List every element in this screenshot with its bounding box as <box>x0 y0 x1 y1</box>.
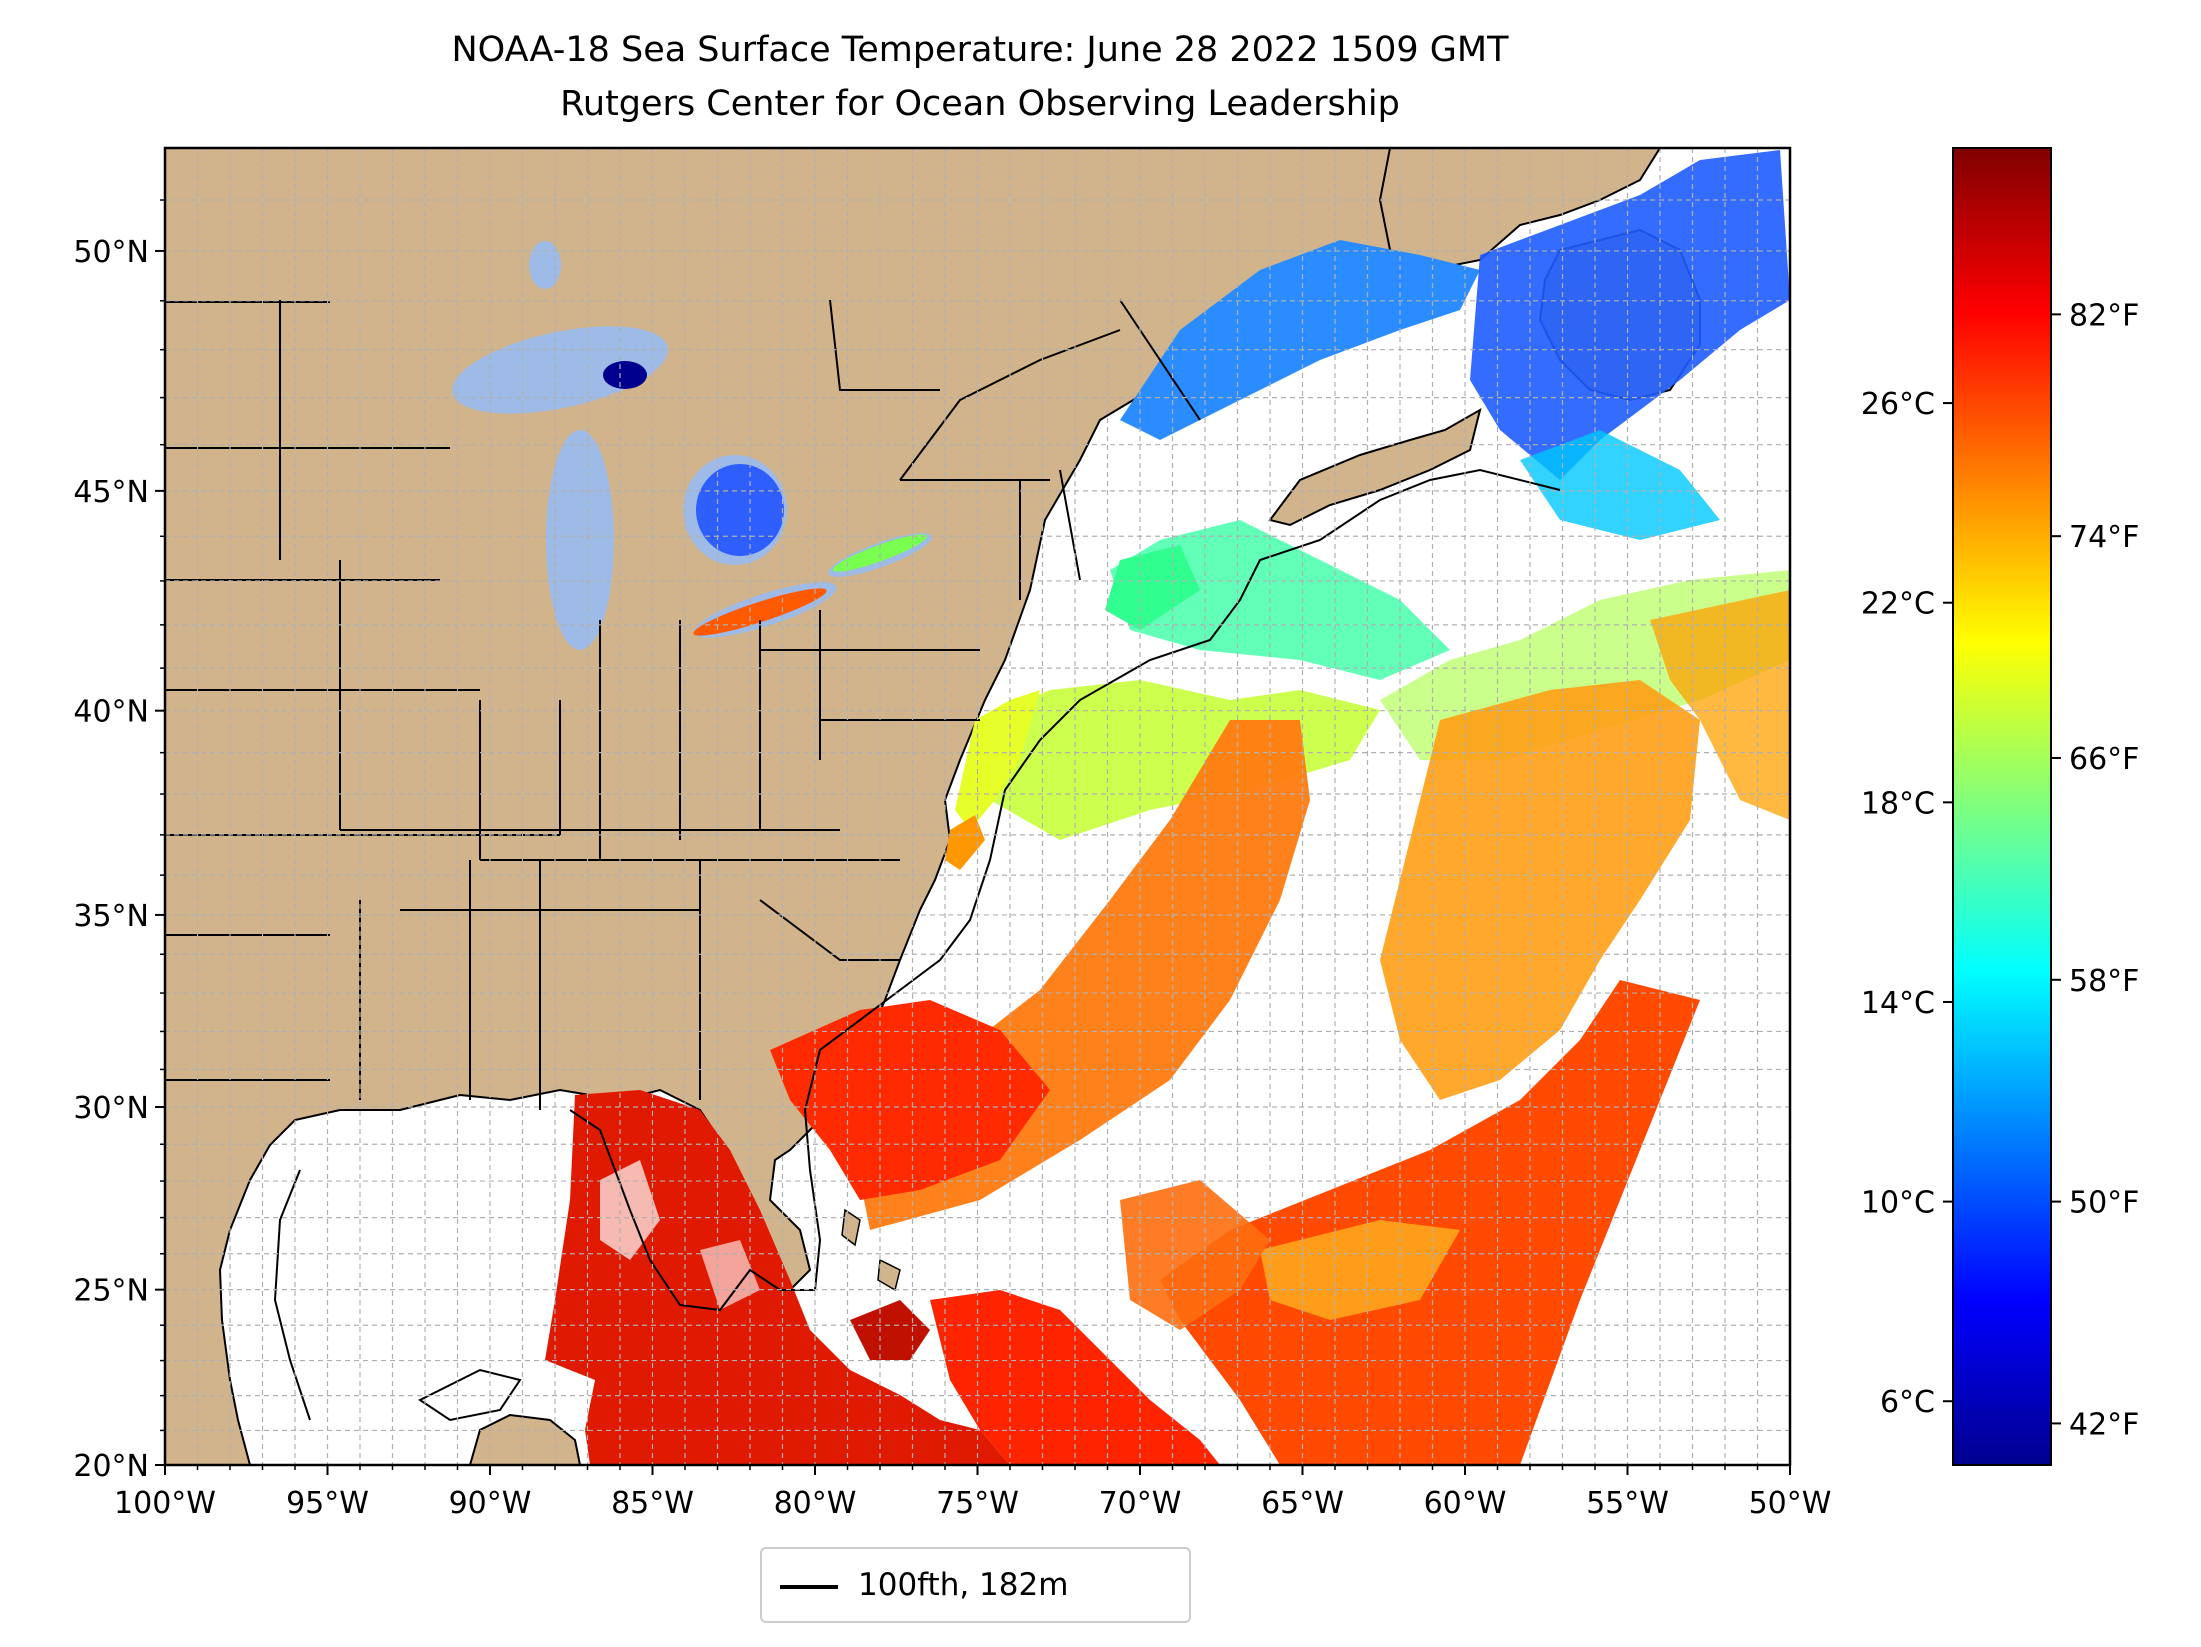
sst-gulf-caribbean <box>545 1090 1220 1465</box>
colorbar <box>1952 147 2052 1466</box>
celsius-tick-label: 18°C <box>1861 786 1935 821</box>
fahrenheit-tick-label: 66°F <box>2069 742 2139 777</box>
y-tick-label: 25°N <box>73 1274 149 1309</box>
x-tick-label: 85°W <box>611 1486 694 1521</box>
y-tick-label: 20°N <box>73 1449 149 1484</box>
colorbar-celsius-axis: 6°C 10°C 14°C 18°C 22°C 26°C <box>1861 387 1953 1420</box>
x-tick-label: 65°W <box>1261 1486 1344 1521</box>
x-tick-label: 50°W <box>1749 1486 1832 1521</box>
fahrenheit-tick-label: 50°F <box>2069 1186 2139 1221</box>
map-title: NOAA-18 Sea Surface Temperature: June 28… <box>451 30 1509 70</box>
y-tick-label: 30°N <box>73 1091 149 1126</box>
celsius-tick-label: 26°C <box>1861 387 1935 422</box>
fahrenheit-tick-label: 58°F <box>2069 964 2139 999</box>
x-tick-label: 75°W <box>936 1486 1019 1521</box>
map-subtitle: Rutgers Center for Ocean Observing Leade… <box>560 84 1400 124</box>
x-tick-label: 90°W <box>449 1486 532 1521</box>
celsius-tick-label: 6°C <box>1880 1385 1935 1420</box>
y-tick-label: 40°N <box>73 695 149 730</box>
x-tick-label: 60°W <box>1424 1486 1507 1521</box>
x-tick-label: 95°W <box>286 1486 369 1521</box>
state-borders <box>165 299 1201 1110</box>
legend: 100fth, 182m <box>760 1547 1191 1623</box>
x-tick-label: 55°W <box>1586 1486 1669 1521</box>
legend-line-swatch <box>780 1585 838 1589</box>
isobath-100fth <box>273 468 1561 1422</box>
celsius-tick-label: 14°C <box>1861 986 1935 1021</box>
y-axis: 20°N 25°N 30°N 35°N 40°N 45°N 50°N <box>73 199 165 1484</box>
graticule <box>165 148 1790 1465</box>
x-tick-label: 100°W <box>114 1486 216 1521</box>
map-area <box>165 148 1790 1465</box>
fahrenheit-tick-label: 74°F <box>2069 520 2139 555</box>
fahrenheit-tick-label: 82°F <box>2069 298 2139 333</box>
colorbar-fahrenheit-axis: 42°F 50°F 58°F 66°F 74°F 82°F <box>2051 298 2139 1442</box>
sst-atlantic <box>770 590 1790 1465</box>
y-tick-label: 50°N <box>73 235 149 270</box>
sst-coastal <box>945 545 1200 870</box>
x-tick-label: 70°W <box>1099 1486 1182 1521</box>
y-tick-label: 45°N <box>73 475 149 510</box>
y-tick-label: 35°N <box>73 899 149 934</box>
fahrenheit-tick-label: 42°F <box>2069 1407 2139 1442</box>
celsius-tick-label: 22°C <box>1861 587 1935 622</box>
celsius-tick-label: 10°C <box>1861 1186 1935 1221</box>
land-nova-scotia <box>1268 407 1482 527</box>
x-axis: 100°W 95°W 90°W 85°W 80°W 75°W 70°W 65°W 60°W 55°… <box>114 1465 1831 1521</box>
land-labrador <box>1378 148 1662 272</box>
x-tick-label: 80°W <box>774 1486 857 1521</box>
legend-label: 100fth, 182m <box>858 1567 1069 1603</box>
